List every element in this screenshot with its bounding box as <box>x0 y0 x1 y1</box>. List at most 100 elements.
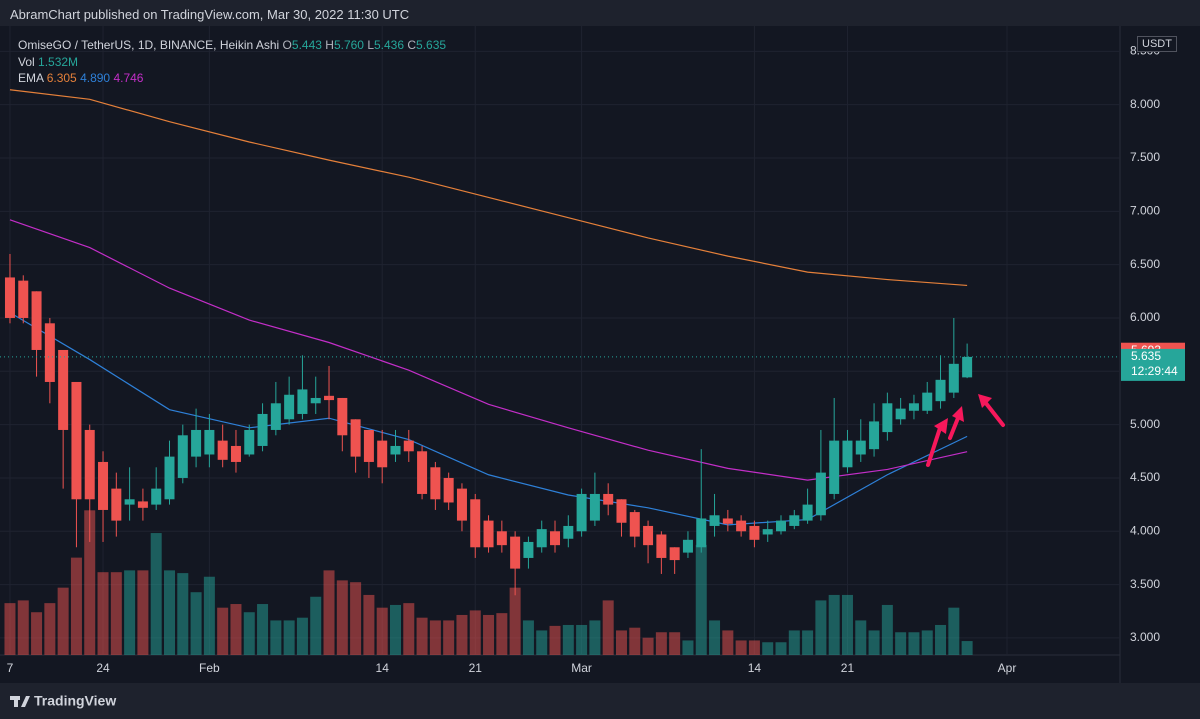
volume-bar <box>124 570 136 655</box>
candle-body <box>815 472 826 516</box>
volume-bar <box>669 632 681 655</box>
x-tick-label: 21 <box>841 661 855 675</box>
candle-body <box>776 520 787 532</box>
volume-bar <box>695 544 707 655</box>
y-tick-label: 4.500 <box>1130 470 1160 484</box>
x-tick-label: 14 <box>376 661 390 675</box>
volume-bar <box>443 620 455 655</box>
volume-bar <box>522 620 534 655</box>
ema-label: EMA <box>18 71 44 85</box>
volume-bar <box>602 600 614 655</box>
volume-bar <box>722 630 734 655</box>
ohlc-key: L <box>367 38 374 52</box>
candle-body <box>124 499 135 505</box>
x-tick-label: 21 <box>469 661 483 675</box>
published-line: AbramChart published on TradingView.com,… <box>10 7 410 22</box>
volume-bar <box>190 592 202 655</box>
candle-body <box>137 501 148 508</box>
volume-bar <box>31 612 43 655</box>
candle-body <box>736 520 747 532</box>
volume-bar <box>775 642 787 655</box>
candle-body <box>84 429 95 500</box>
candle-body <box>18 280 29 318</box>
volume-bar <box>456 614 468 655</box>
volume-bar <box>177 573 189 655</box>
candle-body <box>151 488 162 505</box>
volume-bar <box>549 625 561 655</box>
candle-body <box>111 488 122 521</box>
volume-bar <box>589 620 601 655</box>
candle-body <box>616 499 627 523</box>
x-tick-label: 24 <box>96 661 110 675</box>
volume-bar <box>137 570 149 655</box>
volume-bar <box>203 576 215 655</box>
ema-value: 6.305 <box>46 71 77 85</box>
volume-bar <box>536 630 548 655</box>
candle-body <box>58 349 69 430</box>
volume-bar <box>403 603 415 655</box>
volume-bar <box>881 604 893 655</box>
candle-body <box>922 392 933 411</box>
candle-body <box>44 323 55 382</box>
y-tick-label: 8.000 <box>1130 97 1160 111</box>
currency-box[interactable]: USDT <box>1137 36 1177 52</box>
volume-bar <box>4 603 16 655</box>
candle-body <box>762 529 773 535</box>
candle-body <box>895 408 906 420</box>
volume-bar <box>483 614 495 655</box>
vol-legend: Vol 1.532M <box>18 55 78 69</box>
price-badge <box>1121 348 1185 381</box>
volume-bar <box>363 594 375 655</box>
volume-bar <box>655 632 667 655</box>
countdown: 12:29:44 <box>1131 364 1178 378</box>
x-tick-label: 7 <box>7 661 14 675</box>
symbol-title: OmiseGO / TetherUS, 1D, BINANCE, Heikin … <box>18 38 280 52</box>
ohlc-value: 5.443 <box>291 38 322 52</box>
ohlc-value: 5.760 <box>333 38 364 52</box>
volume-bar <box>948 607 960 655</box>
volume-bar <box>562 624 574 655</box>
volume-bar <box>150 533 162 655</box>
price-badge-label: 5.635 <box>1131 349 1161 363</box>
volume-bar <box>469 610 481 655</box>
volume-bar <box>921 630 933 655</box>
candle-body <box>842 440 853 468</box>
volume-bar <box>935 624 947 655</box>
ema-value: 4.890 <box>80 71 111 85</box>
candle-body <box>882 403 893 433</box>
volume-bar <box>84 510 96 655</box>
y-tick-label: 7.000 <box>1130 203 1160 217</box>
volume-bar <box>163 570 175 655</box>
candle-body <box>217 440 228 460</box>
y-tick-label: 6.500 <box>1130 257 1160 271</box>
candle-body <box>829 440 840 494</box>
volume-bar <box>642 637 654 655</box>
volume-bar <box>855 620 867 655</box>
x-tick-label: 14 <box>748 661 762 675</box>
ohlc-value: 5.436 <box>374 38 405 52</box>
candle-body <box>257 413 268 446</box>
volume-bar <box>323 570 335 655</box>
volume-bar <box>217 607 229 655</box>
volume-bar <box>283 620 295 655</box>
candle-body <box>403 440 414 452</box>
footer-brand: TradingView <box>34 693 116 709</box>
candle-body <box>749 525 760 540</box>
ema-line <box>9 89 968 287</box>
candle-body <box>297 389 308 414</box>
volume-bar <box>296 617 308 655</box>
volume-bar <box>270 620 282 655</box>
volume-bar <box>336 580 348 655</box>
volume-bar <box>243 612 255 655</box>
candle-body <box>496 531 507 546</box>
candle-body <box>164 456 175 500</box>
candle-body <box>417 451 428 494</box>
vol-value: 1.532M <box>38 55 79 69</box>
volume-bar <box>257 604 269 655</box>
top-bar <box>0 0 1200 26</box>
candle-body <box>4 277 15 318</box>
candle-body <box>869 421 880 450</box>
candle-body <box>350 419 361 457</box>
